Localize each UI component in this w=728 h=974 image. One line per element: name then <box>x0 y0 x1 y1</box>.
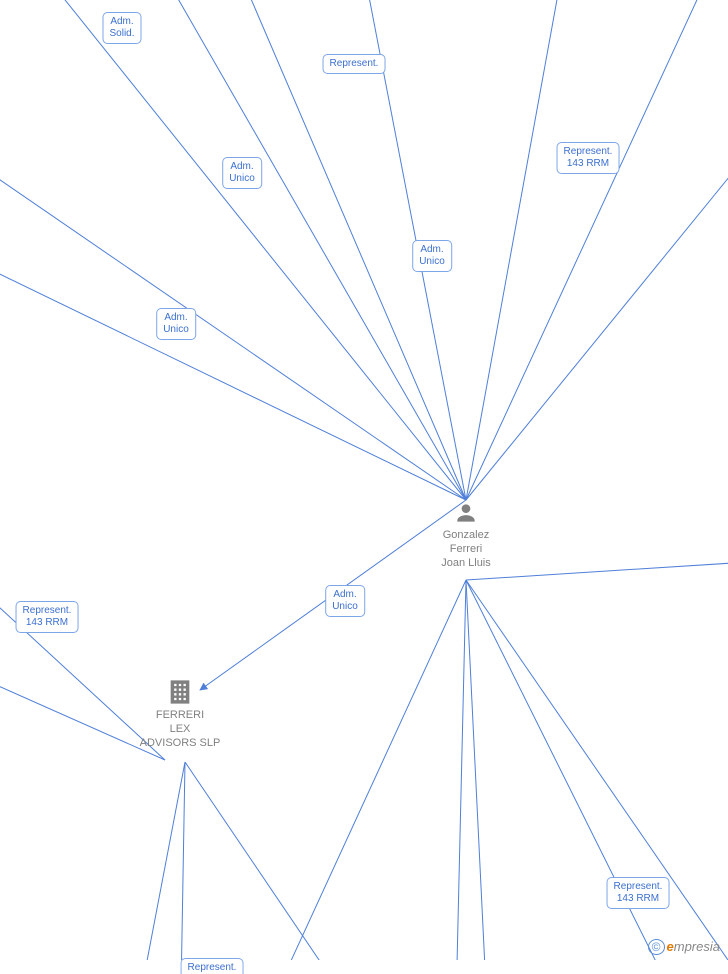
edge-line <box>466 0 720 500</box>
node-label: FERRERILEXADVISORS SLP <box>125 709 235 750</box>
edge-line <box>25 0 466 500</box>
edge-line <box>0 250 466 500</box>
copyright-symbol: © <box>648 939 665 955</box>
node-label: GonzalezFerreriJoan Lluis <box>411 529 521 570</box>
edge-line <box>180 762 185 960</box>
edge-label: Represent. <box>181 958 244 974</box>
edge-label: Adm.Solid. <box>102 12 141 44</box>
person-node[interactable]: GonzalezFerreriJoan Lluis <box>411 500 521 570</box>
edge-label: Adm.Unico <box>412 240 452 272</box>
company-node[interactable]: FERRERILEXADVISORS SLP <box>125 678 235 750</box>
edge-line <box>466 580 489 960</box>
edge-line <box>455 580 466 960</box>
brand-first-letter: e <box>667 939 674 954</box>
edge-label: Adm.Unico <box>222 157 262 189</box>
watermark: ©empresia <box>648 939 720 954</box>
building-icon <box>166 678 194 706</box>
edge-label: Represent.143 RRM <box>607 877 670 909</box>
edge-line <box>466 580 728 960</box>
edge-label: Represent.143 RRM <box>557 142 620 174</box>
person-icon <box>453 500 479 526</box>
edge-line <box>0 70 466 500</box>
edge-line <box>466 0 566 500</box>
edge-line <box>130 762 185 960</box>
edge-label: Represent. <box>323 54 386 74</box>
edge-label: Adm.Unico <box>156 308 196 340</box>
edge-line <box>185 762 380 960</box>
edge-label: Represent.143 RRM <box>16 601 79 633</box>
brand-rest: mpresia <box>674 939 720 954</box>
edge-label: Adm.Unico <box>325 585 365 617</box>
edge-line <box>250 580 466 960</box>
